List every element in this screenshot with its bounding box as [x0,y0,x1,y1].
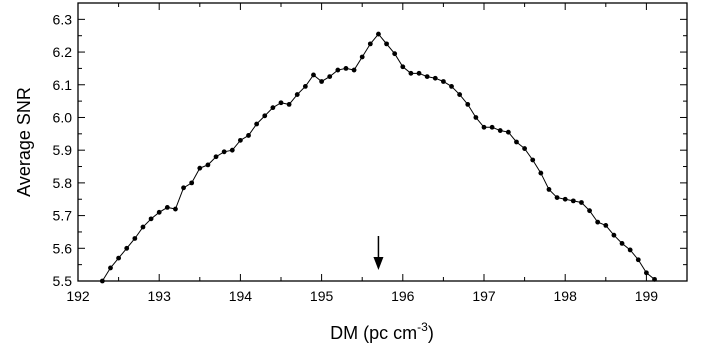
data-point [457,92,463,97]
y-tick-label: 5.6 [53,240,73,256]
axis-tick-labels: 192 193 194 195 196 197 198 199 5.5 5.6 5.7 5.8 5.9 6… [53,11,659,304]
data-point [221,149,227,155]
data-point [376,31,381,37]
data-point [181,185,186,191]
data-point [603,223,609,228]
y-tick-label: 6.0 [53,109,73,125]
y-tick-label: 6.2 [53,44,73,60]
data-point [400,64,406,70]
data-point [579,200,584,205]
data-point [229,147,235,153]
data-point [302,84,308,89]
data-point [595,219,601,225]
data-point [205,162,211,168]
data-point [343,66,349,71]
y-tick-label: 6.3 [53,11,73,27]
data-point [359,54,365,60]
data-point [530,157,536,163]
data-point [238,137,243,143]
data-point [587,208,592,214]
data-point [514,139,519,145]
data-point [367,41,373,47]
y-tick-label: 6.1 [53,77,73,93]
x-axis-title: DM (pc cm-3) [330,320,434,343]
data-points [99,31,657,284]
data-point [562,196,568,202]
x-tick-label: 197 [472,288,496,304]
data-point [286,101,292,107]
y-tick-label: 5.8 [53,175,73,191]
data-point [424,74,430,79]
data-point [148,216,154,222]
x-tick-label: 198 [554,288,578,304]
data-point [278,100,284,106]
annotation [373,236,384,270]
data-point [254,121,260,127]
data-point [270,105,276,111]
data-point [497,128,503,133]
data-point [441,79,446,84]
data-point [546,187,552,192]
arrow-head [373,257,384,270]
data-point [327,74,333,79]
x-tick-label: 192 [66,288,90,304]
data-point [416,70,422,76]
data-point [644,270,649,276]
y-tick-label: 5.5 [53,273,73,289]
data-point [311,72,316,78]
data-point [335,67,341,73]
axis-ticks [77,2,688,282]
y-tick-label: 5.7 [53,208,73,224]
data-point [554,195,560,201]
data-point [108,265,113,271]
data-point [351,67,357,73]
data-point [627,247,633,253]
data-point [319,79,324,84]
y-axis-title: Average SNR [14,87,34,197]
data-point [124,245,130,251]
x-tick-label: 195 [310,288,334,304]
x-tick-label: 196 [391,288,415,304]
x-axis-title-main: DM (pc cm [330,323,417,343]
data-point [294,92,300,97]
x-tick-label: 194 [229,288,253,304]
y-tick-label: 5.9 [53,142,73,158]
plot-frame [77,2,688,282]
x-tick-label: 199 [635,288,659,304]
data-point [164,205,170,210]
data-point [570,198,576,204]
data-point [505,129,511,135]
data-point [132,236,138,241]
data-point [432,75,438,81]
data-point [611,232,617,238]
data-point [538,170,544,176]
data-point [384,41,389,47]
data-point [635,257,641,263]
data-point [140,224,146,230]
data-point [189,180,195,186]
data-point [213,154,219,160]
data-point [156,209,162,215]
x-tick-label: 193 [148,288,172,304]
data-point [481,124,487,130]
data-point [246,133,251,138]
data-point [392,51,398,57]
data-point [197,165,203,171]
data-point [465,101,471,107]
data-point [489,124,495,130]
x-axis-title-close: ) [428,323,434,343]
data-point [449,84,454,89]
data-point [116,255,121,261]
data-point [619,240,625,246]
data-point [408,70,414,76]
data-point [522,146,527,151]
data-point [262,113,268,119]
data-point [473,115,479,120]
x-axis-title-superscript: -3 [417,320,428,334]
data-point [173,206,178,212]
